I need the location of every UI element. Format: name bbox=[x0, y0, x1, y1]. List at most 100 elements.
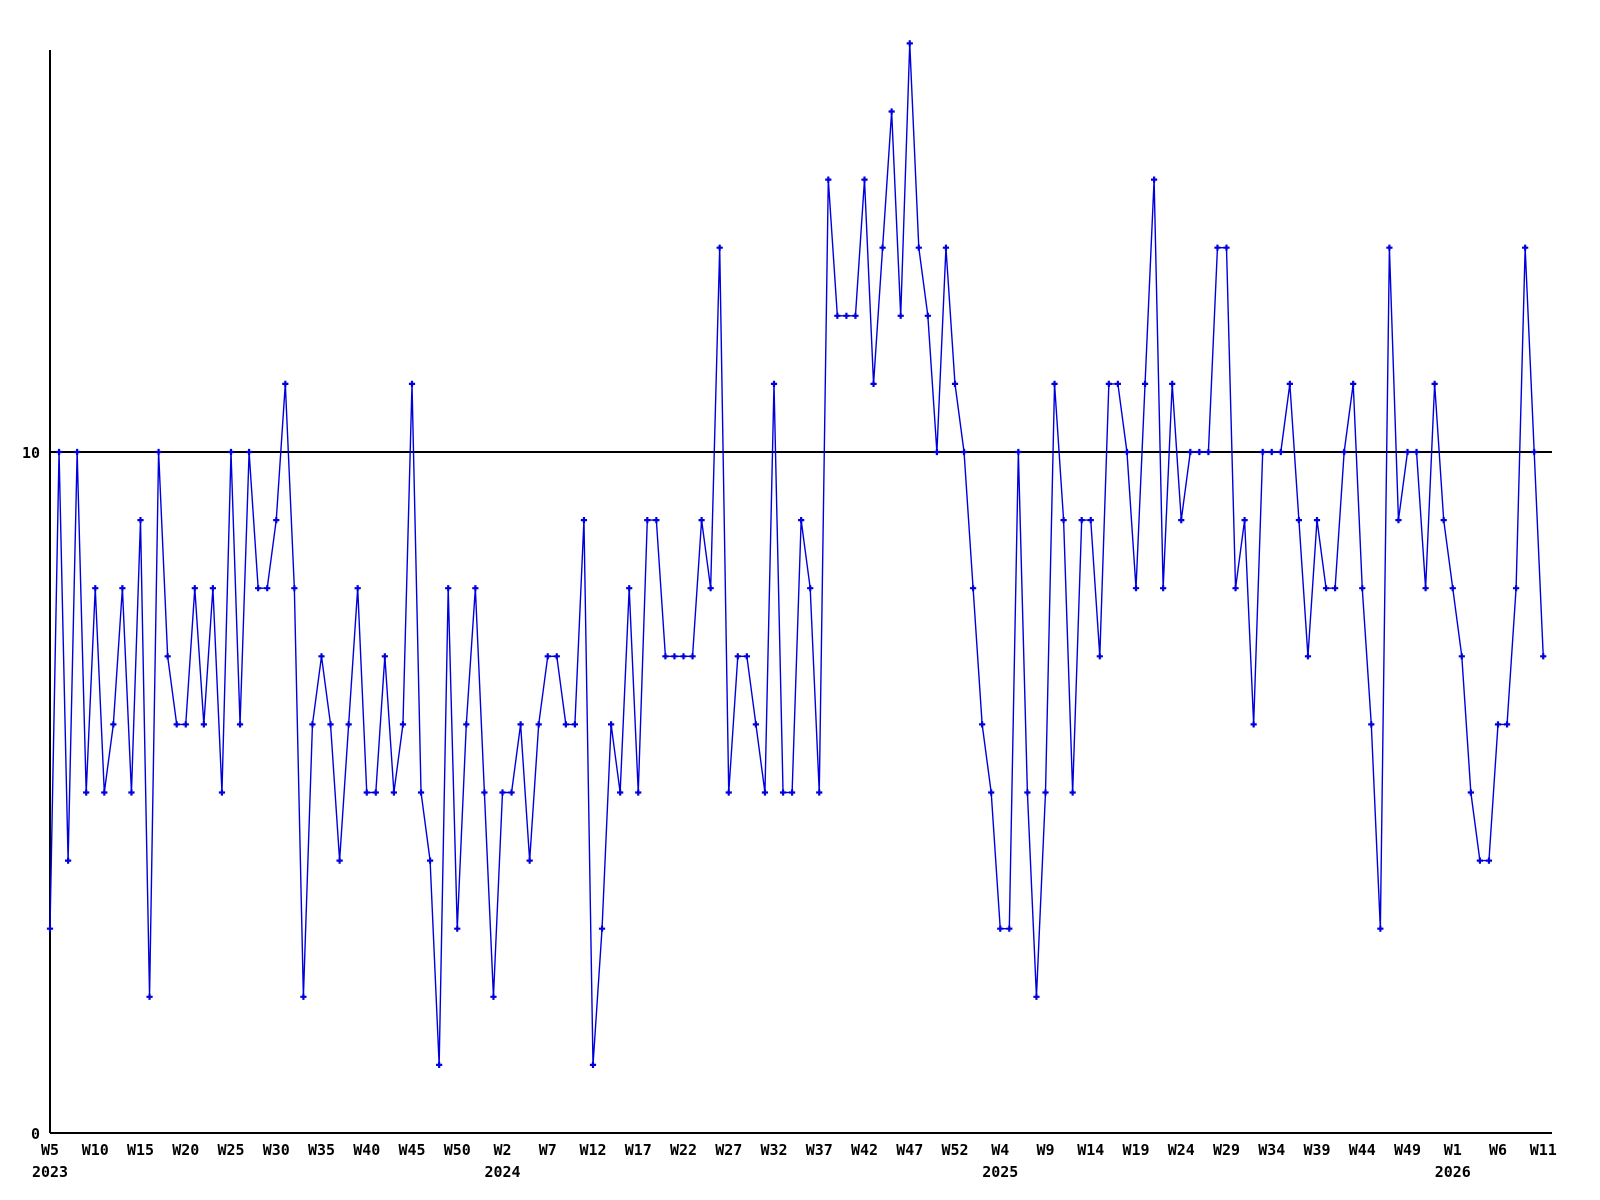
data-point-marker bbox=[363, 789, 370, 796]
data-point-marker bbox=[1485, 857, 1493, 864]
data-point-marker bbox=[1440, 517, 1447, 524]
x-tick-label: W34 bbox=[1258, 1141, 1285, 1159]
data-point-marker bbox=[454, 925, 461, 932]
data-point-marker bbox=[562, 721, 569, 728]
data-point-marker bbox=[933, 448, 940, 456]
x-tick-label: W1 bbox=[1444, 1141, 1462, 1159]
data-point-marker bbox=[1277, 448, 1284, 456]
x-tick-label: W4 bbox=[991, 1141, 1009, 1159]
data-point-marker bbox=[1141, 380, 1149, 387]
data-point-marker bbox=[743, 653, 750, 660]
data-point-marker bbox=[1386, 244, 1393, 251]
data-point-marker bbox=[1078, 517, 1085, 524]
data-point-marker bbox=[870, 380, 877, 387]
data-point-marker bbox=[589, 1061, 597, 1068]
data-point-marker bbox=[1051, 380, 1058, 387]
data-point-marker bbox=[1006, 925, 1013, 932]
data-point-marker bbox=[1123, 448, 1131, 456]
data-point-marker bbox=[1341, 448, 1348, 456]
data-point-marker bbox=[200, 721, 207, 728]
data-point-marker bbox=[445, 585, 452, 592]
data-point-marker bbox=[617, 789, 624, 796]
data-point-marker bbox=[101, 789, 108, 796]
data-point-marker bbox=[915, 244, 922, 251]
data-point-marker bbox=[535, 721, 542, 728]
x-tick-label: W29 bbox=[1213, 1141, 1240, 1159]
x-tick-label: W10 bbox=[82, 1141, 109, 1159]
data-point-marker bbox=[1395, 517, 1402, 524]
data-point-marker bbox=[1160, 585, 1167, 592]
data-point-marker bbox=[951, 380, 959, 387]
x-tick-label: W20 bbox=[172, 1141, 199, 1159]
data-point-marker bbox=[273, 517, 280, 524]
data-point-marker bbox=[92, 585, 99, 592]
data-point-marker bbox=[979, 721, 986, 728]
data-point-marker bbox=[888, 108, 895, 115]
data-point-marker bbox=[1259, 448, 1266, 456]
x-axis-tick-labels: W5 W10 W15 W20 W25 W30 W35 W40 W45 W50 W2 W7 W12 W17 W… bbox=[41, 1141, 1557, 1159]
data-point-marker bbox=[1042, 789, 1049, 796]
data-point-marker bbox=[761, 789, 769, 796]
data-point-marker bbox=[770, 380, 778, 387]
x-tick-label: W6 bbox=[1489, 1141, 1507, 1159]
data-point-marker bbox=[1205, 448, 1212, 456]
data-point-marker bbox=[1033, 993, 1040, 1000]
data-point-marker bbox=[1368, 721, 1375, 728]
data-point-marker bbox=[218, 789, 226, 796]
data-point-marker bbox=[843, 312, 850, 319]
x-tick-label: W11 bbox=[1530, 1141, 1557, 1159]
x-tick-label: W5 bbox=[41, 1141, 59, 1159]
x-tick-label: W37 bbox=[806, 1141, 833, 1159]
data-point-marker bbox=[526, 857, 533, 864]
data-point-marker bbox=[191, 585, 198, 592]
data-point-marker bbox=[1322, 585, 1330, 592]
data-point-marker bbox=[725, 789, 732, 796]
data-point-marker bbox=[390, 789, 397, 796]
data-point-marker bbox=[255, 585, 262, 592]
data-point-marker bbox=[1476, 857, 1483, 864]
data-point-marker bbox=[553, 653, 560, 660]
x-tick-label: W39 bbox=[1303, 1141, 1330, 1159]
data-point-marker bbox=[671, 653, 678, 660]
data-point-marker bbox=[291, 585, 298, 592]
data-point-marker bbox=[798, 517, 805, 524]
data-point-marker bbox=[399, 721, 407, 728]
x-tick-label: W32 bbox=[760, 1141, 787, 1159]
data-point-marker bbox=[1196, 448, 1203, 456]
data-point-marker bbox=[408, 380, 416, 387]
data-point-marker bbox=[608, 721, 615, 728]
data-point-marker bbox=[680, 653, 687, 660]
data-point-marker bbox=[716, 244, 723, 251]
data-point-marker bbox=[209, 585, 216, 592]
data-point-marker bbox=[119, 585, 126, 592]
data-point-marker bbox=[46, 925, 54, 932]
data-point-marker bbox=[182, 721, 189, 728]
x-tick-label: W7 bbox=[539, 1141, 557, 1159]
data-point-marker bbox=[598, 925, 606, 932]
data-point-marker bbox=[1431, 380, 1438, 387]
y-axis-label-0: 0 bbox=[31, 1125, 40, 1143]
data-point-marker bbox=[227, 448, 235, 456]
data-point-marker bbox=[1304, 653, 1312, 660]
data-point-marker bbox=[752, 721, 759, 728]
x-year-label: 2024 bbox=[484, 1163, 520, 1181]
data-point-marker bbox=[65, 857, 72, 864]
data-point-marker bbox=[110, 721, 117, 728]
data-point-marker bbox=[146, 993, 153, 1000]
data-point-marker bbox=[417, 789, 425, 796]
data-point-marker bbox=[327, 721, 334, 728]
data-point-marker bbox=[1241, 517, 1248, 524]
x-tick-label: W12 bbox=[579, 1141, 606, 1159]
data-point-marker bbox=[381, 653, 388, 660]
data-point-marker bbox=[1214, 244, 1221, 251]
data-point-marker bbox=[924, 312, 931, 319]
data-point-marker bbox=[1114, 380, 1121, 387]
data-point-marker bbox=[779, 789, 787, 796]
series-line bbox=[49, 43, 1544, 1065]
x-year-label: 2025 bbox=[982, 1163, 1018, 1181]
data-point-marker bbox=[508, 789, 515, 796]
data-point-marker bbox=[816, 789, 823, 796]
data-point-marker bbox=[988, 789, 995, 796]
data-point-marker bbox=[626, 585, 633, 592]
data-point-marker bbox=[246, 448, 253, 456]
